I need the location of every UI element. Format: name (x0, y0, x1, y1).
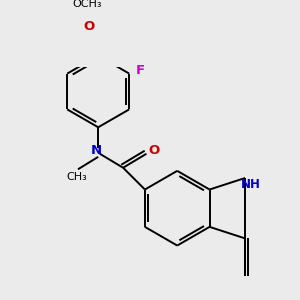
Text: NH: NH (242, 178, 261, 191)
Text: O: O (148, 144, 160, 157)
Text: OCH₃: OCH₃ (73, 0, 102, 9)
Text: F: F (136, 64, 145, 77)
Text: N: N (91, 144, 102, 157)
Text: CH₃: CH₃ (66, 172, 87, 182)
Text: O: O (83, 20, 94, 33)
